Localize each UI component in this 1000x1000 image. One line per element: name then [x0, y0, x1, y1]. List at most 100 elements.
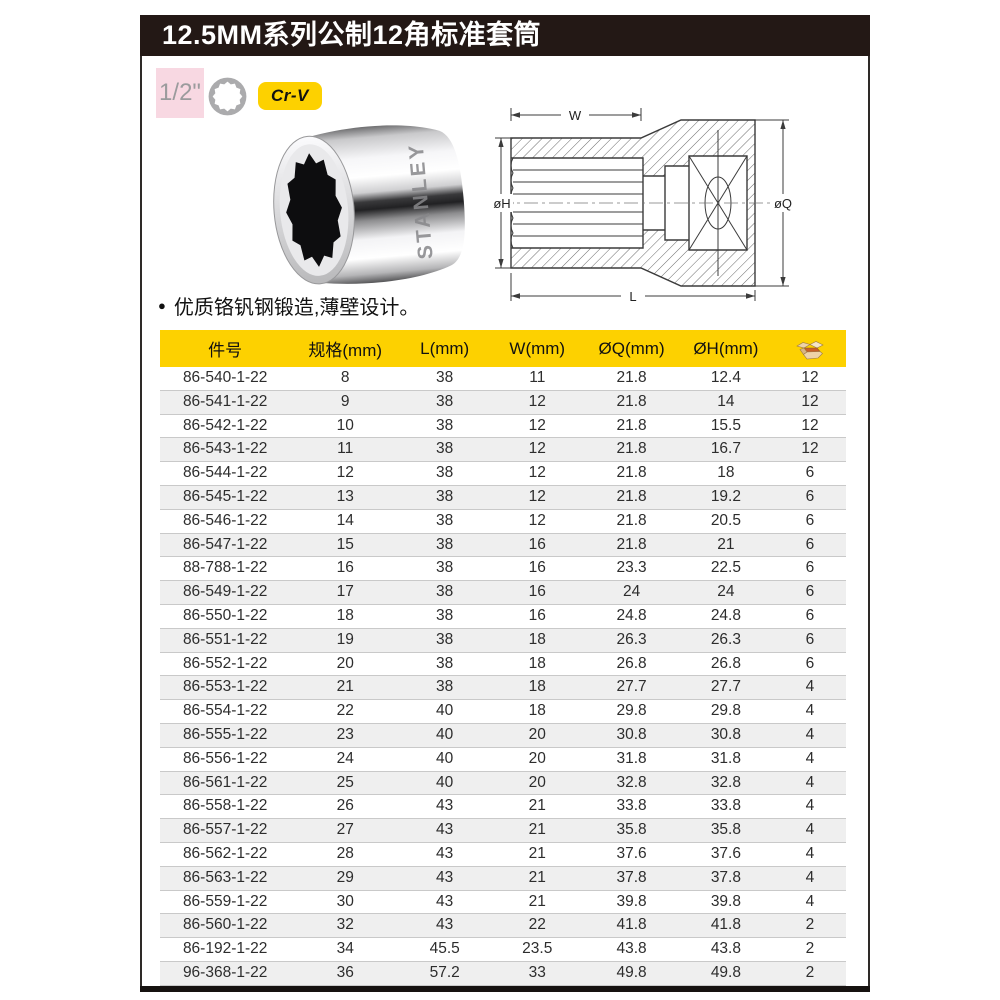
- table-row: 86-550-1-22 18 38 16 24.8 24.8 6: [160, 604, 846, 629]
- table-row: 86-549-1-22 17 38 16 24 24 6: [160, 580, 846, 605]
- table-cell: 6: [773, 485, 846, 510]
- table-cell: 6: [773, 556, 846, 582]
- table-cell: 30.8: [677, 723, 774, 748]
- table-cell: 16: [489, 556, 586, 582]
- table-cell: 6: [773, 580, 846, 605]
- table-cell: 86-561-1-22: [160, 771, 291, 796]
- table-cell: 41.8: [677, 913, 774, 939]
- table-cell: 21.8: [585, 533, 678, 558]
- table-cell: 20.5: [677, 509, 774, 534]
- dimension-diagram: W øH øQ: [492, 108, 794, 304]
- table-cell: 19.2: [677, 485, 774, 510]
- table-cell: 6: [773, 461, 846, 486]
- table-cell: 21.8: [585, 485, 678, 510]
- box-icon: [796, 338, 824, 360]
- table-cell: 37.8: [585, 866, 678, 891]
- table-cell: 18: [677, 461, 774, 486]
- table-cell: 38: [400, 556, 490, 582]
- page-border-right: [868, 56, 870, 988]
- table-cell: 86-551-1-22: [160, 628, 291, 653]
- table-cell: 28: [290, 842, 401, 867]
- table-cell: 12: [773, 437, 846, 463]
- table-cell: 29.8: [677, 699, 774, 724]
- table-cell: 16: [489, 533, 586, 558]
- table-cell: 43: [400, 818, 490, 843]
- table-cell: 38: [400, 461, 490, 486]
- table-cell: 21.8: [585, 509, 678, 534]
- table-cell: 12: [773, 367, 846, 391]
- table-cell: 4: [773, 890, 846, 915]
- table-cell: 12: [773, 414, 846, 439]
- table-cell: 43: [400, 890, 490, 915]
- page-title: 12.5MM系列公制12角标准套筒: [140, 15, 870, 56]
- table-cell: 16: [489, 604, 586, 629]
- table-row: 86-556-1-22 24 40 20 31.8 31.8 4: [160, 747, 846, 772]
- table-cell: 26.3: [677, 628, 774, 653]
- table-cell: 86-563-1-22: [160, 866, 291, 891]
- table-cell: 38: [400, 509, 490, 534]
- table-cell: 16.7: [677, 437, 774, 463]
- table-cell: 37.6: [585, 842, 678, 867]
- table-cell: 86-554-1-22: [160, 699, 291, 724]
- table-cell: 31.8: [677, 747, 774, 772]
- table-cell: 24.8: [585, 604, 678, 629]
- table-cell: 41.8: [585, 913, 678, 939]
- table-cell: 24.8: [677, 604, 774, 629]
- table-cell: 11: [290, 437, 401, 463]
- table-cell: 17: [290, 580, 401, 605]
- table-cell: 6: [773, 628, 846, 653]
- table-cell: 21.8: [585, 414, 678, 439]
- table-cell: 4: [773, 842, 846, 867]
- table-cell: 86-562-1-22: [160, 842, 291, 867]
- table-row: 86-560-1-22 32 43 22 41.8 41.8 2: [160, 913, 846, 939]
- table-cell: 32.8: [677, 771, 774, 796]
- table-cell: 86-546-1-22: [160, 509, 291, 534]
- table-cell: 86-545-1-22: [160, 485, 291, 510]
- table-cell: 4: [773, 771, 846, 796]
- table-cell: 40: [400, 771, 490, 796]
- table-cell: 22.5: [677, 556, 774, 582]
- table-cell: 38: [400, 437, 490, 463]
- table-cell: 6: [773, 509, 846, 534]
- crv-label: Cr-V: [271, 86, 309, 105]
- table-cell: 38: [400, 390, 490, 415]
- col-header-oh: ØH(mm): [677, 330, 774, 367]
- table-cell: 21: [677, 533, 774, 558]
- table-row: 88-788-1-22 16 38 16 23.3 22.5 6: [160, 556, 846, 582]
- table-cell: 86-544-1-22: [160, 461, 291, 486]
- table-cell: 49.8: [677, 961, 774, 986]
- table-cell: 29.8: [585, 699, 678, 724]
- table-cell: 15: [290, 533, 401, 558]
- table-cell: 57.2: [400, 961, 490, 986]
- table-row: 86-562-1-22 28 43 21 37.6 37.6 4: [160, 842, 846, 867]
- table-cell: 33.8: [677, 794, 774, 820]
- table-row: 86-559-1-22 30 43 21 39.8 39.8 4: [160, 890, 846, 915]
- table-row: 86-547-1-22 15 38 16 21.8 21 6: [160, 533, 846, 558]
- table-cell: 43.8: [585, 937, 678, 962]
- table-cell: 31.8: [585, 747, 678, 772]
- table-row: 86-557-1-22 27 43 21 35.8 35.8 4: [160, 818, 846, 843]
- table-cell: 86-560-1-22: [160, 913, 291, 939]
- table-cell: 86-550-1-22: [160, 604, 291, 629]
- table-cell: 38: [400, 414, 490, 439]
- table-row: 86-545-1-22 13 38 12 21.8 19.2 6: [160, 485, 846, 510]
- table-row: 86-558-1-22 26 43 21 33.8 33.8 4: [160, 794, 846, 820]
- table-cell: 18: [489, 652, 586, 677]
- table-row: 86-544-1-22 12 38 12 21.8 18 6: [160, 461, 846, 486]
- 12-point-socket-icon: [205, 74, 250, 119]
- table-cell: 24: [290, 747, 401, 772]
- table-cell: 23.3: [585, 556, 678, 582]
- bullet-dot: ●: [158, 298, 166, 313]
- table-cell: 38: [400, 628, 490, 653]
- table-cell: 21: [489, 794, 586, 820]
- table-cell: 11: [489, 367, 586, 391]
- col-header-part-number: 件号: [160, 330, 291, 367]
- table-cell: 6: [773, 652, 846, 677]
- table-cell: 14: [677, 390, 774, 415]
- dim-label-w: W: [569, 108, 582, 123]
- table-cell: 38: [400, 604, 490, 629]
- dim-label-q: øQ: [774, 196, 792, 211]
- table-cell: 13: [290, 485, 401, 510]
- page-border-left: [140, 56, 142, 988]
- table-cell: 38: [400, 652, 490, 677]
